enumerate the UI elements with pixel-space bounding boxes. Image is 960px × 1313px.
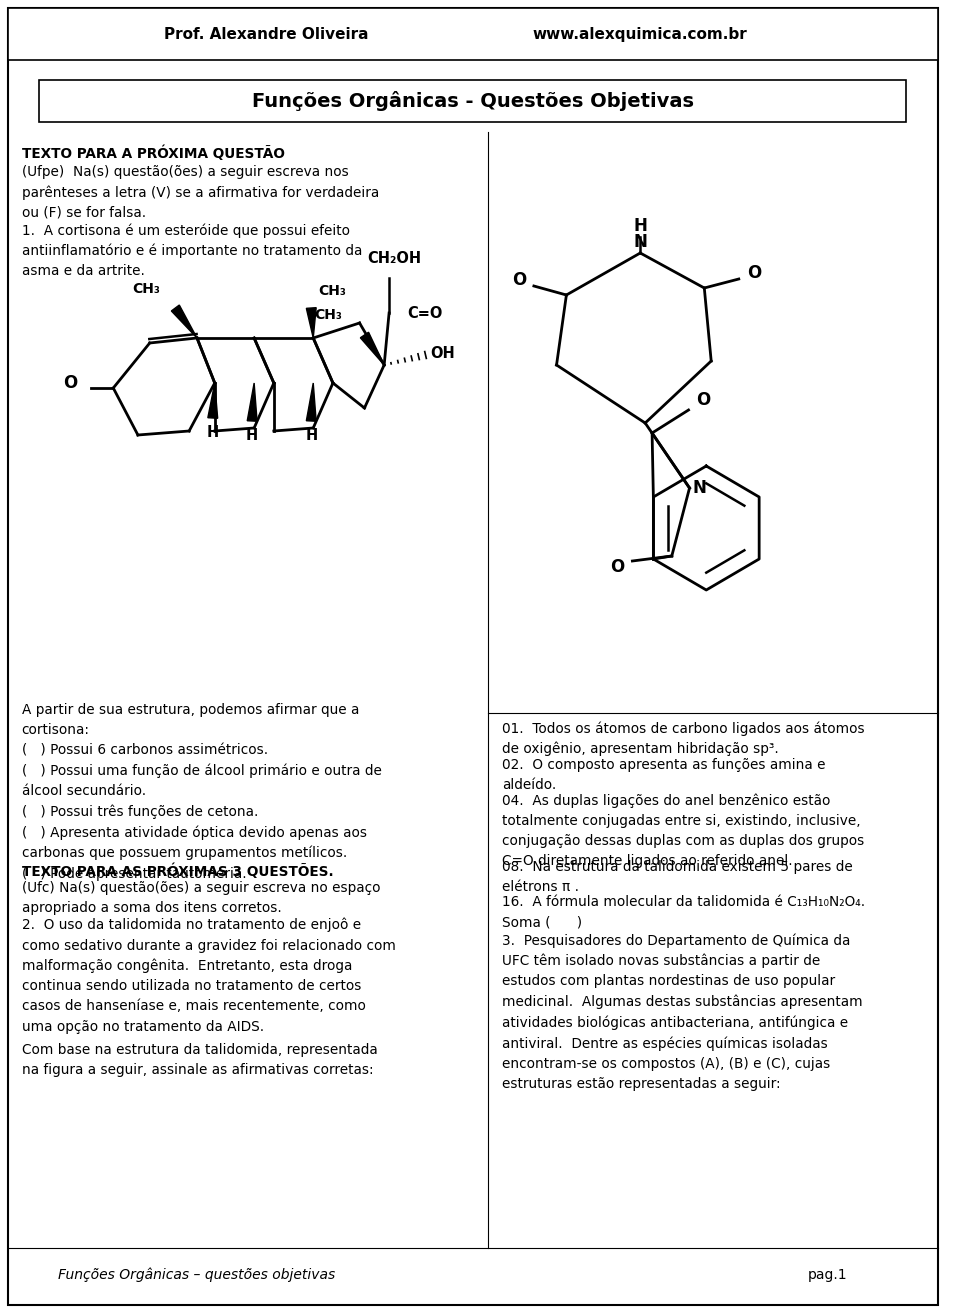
Text: CH₃: CH₃ bbox=[132, 282, 159, 295]
Text: www.alexquimica.com.br: www.alexquimica.com.br bbox=[533, 26, 748, 42]
Text: CH₂OH: CH₂OH bbox=[367, 251, 421, 267]
Text: 01.  Todos os átomos de carbono ligados aos átomos
de oxigênio, apresentam hibri: 01. Todos os átomos de carbono ligados a… bbox=[502, 721, 865, 756]
Text: N: N bbox=[692, 479, 707, 498]
Text: O: O bbox=[696, 391, 710, 410]
Text: Funções Orgânicas - Questões Objetivas: Funções Orgânicas - Questões Objetivas bbox=[252, 91, 694, 112]
Polygon shape bbox=[306, 383, 316, 421]
Bar bbox=[39, 80, 906, 122]
Text: OH: OH bbox=[430, 345, 455, 361]
Text: O: O bbox=[63, 374, 78, 393]
Text: 1.  A cortisona é um esteróide que possui efeito
antiinflamatório e é importante: 1. A cortisona é um esteróide que possui… bbox=[22, 223, 362, 278]
Text: H: H bbox=[634, 217, 647, 235]
Text: TEXTO PARA AS PRÓXIMAS 3 QUESTÕES.: TEXTO PARA AS PRÓXIMAS 3 QUESTÕES. bbox=[22, 863, 333, 878]
Text: 3.  Pesquisadores do Departamento de Química da
UFC têm isolado novas substância: 3. Pesquisadores do Departamento de Quím… bbox=[502, 934, 863, 1091]
Text: C=O: C=O bbox=[407, 306, 443, 320]
Text: A partir de sua estrutura, podemos afirmar que a
cortisona:
(   ) Possui 6 carbo: A partir de sua estrutura, podemos afirm… bbox=[22, 702, 381, 881]
Text: TEXTO PARA A PRÓXIMA QUESTÃO: TEXTO PARA A PRÓXIMA QUESTÃO bbox=[22, 144, 284, 160]
Text: CH₃: CH₃ bbox=[318, 284, 346, 298]
Text: 16.  A fórmula molecular da talidomida é C₁₃H₁₀N₂O₄.
Soma (      ): 16. A fórmula molecular da talidomida é … bbox=[502, 895, 866, 930]
Text: Com base na estrutura da talidomida, representada
na figura a seguir, assinale a: Com base na estrutura da talidomida, rep… bbox=[22, 1043, 377, 1077]
Polygon shape bbox=[248, 383, 257, 421]
Text: Prof. Alexandre Oliveira: Prof. Alexandre Oliveira bbox=[164, 26, 369, 42]
Text: H: H bbox=[206, 425, 219, 440]
Text: Funções Orgânicas – questões objetivas: Funções Orgânicas – questões objetivas bbox=[59, 1268, 336, 1283]
Text: O: O bbox=[512, 270, 526, 289]
Text: H: H bbox=[305, 428, 318, 442]
Text: H: H bbox=[246, 428, 258, 442]
Text: pag.1: pag.1 bbox=[807, 1268, 848, 1281]
Text: 08.  Na estrutura da talidomida existem 5 pares de
elétrons π .: 08. Na estrutura da talidomida existem 5… bbox=[502, 860, 853, 894]
Polygon shape bbox=[306, 307, 316, 337]
Text: CH₃: CH₃ bbox=[314, 309, 342, 322]
Text: (Ufpe)  Na(s) questão(ões) a seguir escreva nos
parênteses a letra (V) se a afir: (Ufpe) Na(s) questão(ões) a seguir escre… bbox=[22, 165, 379, 219]
Bar bbox=[8, 8, 938, 60]
Text: (Ufc) Na(s) questão(ões) a seguir escreva no espaço
apropriado a soma dos itens : (Ufc) Na(s) questão(ões) a seguir escrev… bbox=[22, 881, 380, 915]
Polygon shape bbox=[172, 305, 197, 337]
Polygon shape bbox=[360, 332, 384, 365]
Text: N: N bbox=[634, 232, 647, 251]
Text: 04.  As duplas ligações do anel benzênico estão
totalmente conjugadas entre si, : 04. As duplas ligações do anel benzênico… bbox=[502, 793, 865, 868]
Text: O: O bbox=[747, 264, 761, 282]
Text: 2.  O uso da talidomida no tratamento de enjoô e
como sedativo durante a gravide: 2. O uso da talidomida no tratamento de … bbox=[22, 918, 396, 1033]
Polygon shape bbox=[208, 383, 218, 419]
Text: 02.  O composto apresenta as funções amina e
aldeído.: 02. O composto apresenta as funções amin… bbox=[502, 758, 826, 792]
Text: O: O bbox=[611, 558, 625, 576]
